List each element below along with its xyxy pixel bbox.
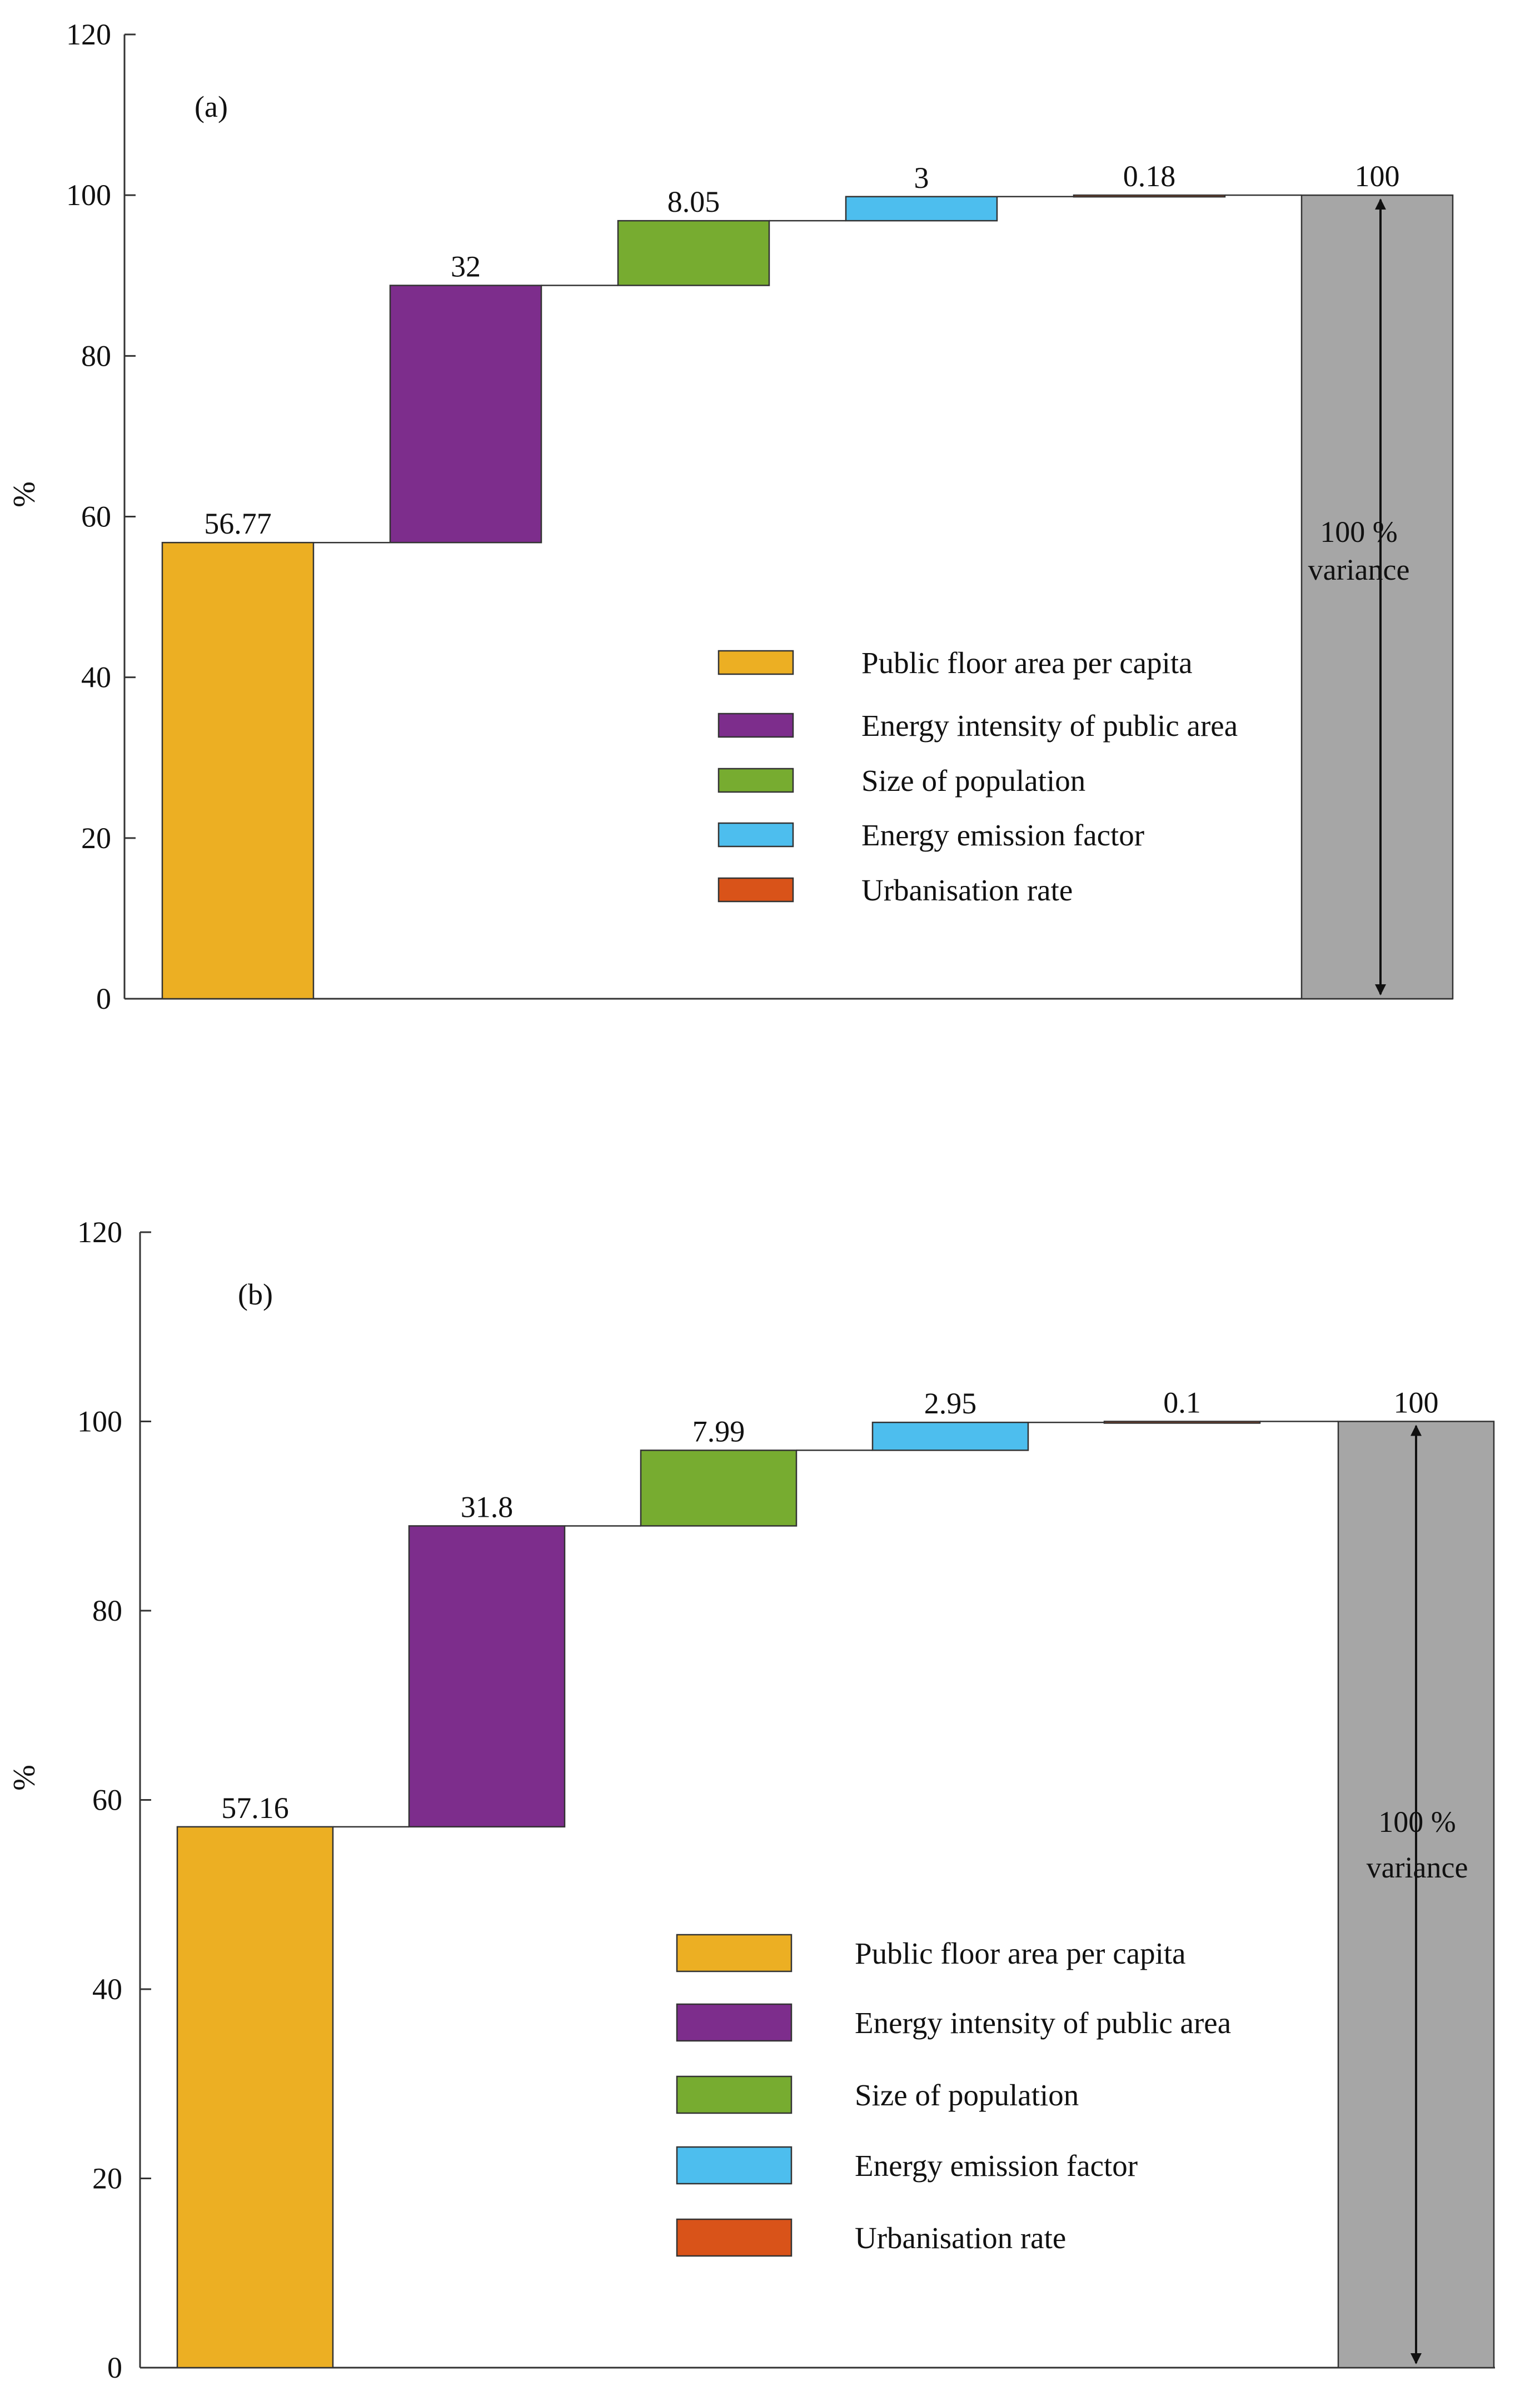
bar-energy-emission-factor (845, 196, 998, 222)
bar-energy-intensity-of-public-area (389, 285, 542, 544)
legend-swatch-urbanisation-rate (717, 877, 794, 903)
bar-public-floor-area-per-capita (161, 541, 315, 1000)
legend-label-energy-intensity-of-public-area: Energy intensity of public area (855, 2006, 1231, 2040)
legend-swatch-urbanisation-rate (676, 2218, 793, 2257)
panel-label: (a) (195, 90, 228, 123)
data-label-energy-emission-factor: 3 (914, 161, 929, 195)
y-axis-label: % (7, 1765, 42, 1791)
data-label-public-floor-area-per-capita: 56.77 (204, 507, 272, 540)
legend-swatch-size-of-population (676, 2075, 793, 2114)
legend-swatch-energy-intensity-of-public-area (676, 2003, 793, 2042)
legend-label-public-floor-area-per-capita: Public floor area per capita (861, 646, 1193, 680)
bar-energy-emission-factor (871, 1421, 1029, 1451)
legend-swatch-public-floor-area-per-capita (676, 1934, 793, 1972)
bar-size-of-population (617, 220, 770, 286)
variance-annotation-line2: variance (1308, 553, 1410, 586)
data-label-urbanisation-rate: 0.18 (1123, 160, 1176, 193)
data-label-public-floor-area-per-capita: 57.16 (221, 1791, 289, 1825)
data-label-size-of-population: 7.99 (692, 1414, 745, 1448)
y-tick-label: 0 (96, 982, 111, 1015)
legend-swatch-public-floor-area-per-capita (717, 650, 794, 675)
y-tick-label: 80 (92, 1594, 122, 1627)
legend-label-energy-emission-factor: Energy emission factor (855, 2149, 1138, 2183)
y-tick-label: 40 (81, 661, 111, 694)
data-label-total: 100 (1394, 1386, 1439, 1419)
bar-public-floor-area-per-capita (176, 1826, 334, 2369)
y-tick-label: 20 (81, 821, 111, 855)
y-tick-label: 100 (66, 178, 111, 212)
chart-panel-b: 0 20 40 60 80 100 120% (b) 57.16 31.8 7.99 2.95 0.1 1… (7, 1216, 1495, 2384)
legend-swatch-energy-intensity-of-public-area (717, 713, 794, 738)
data-label-energy-emission-factor: 2.95 (924, 1387, 977, 1420)
data-label-total: 100 (1355, 160, 1400, 193)
bar-energy-intensity-of-public-area (408, 1525, 566, 1828)
y-tick-label: 40 (92, 1972, 122, 2006)
legend-label-energy-intensity-of-public-area: Energy intensity of public area (861, 709, 1238, 743)
legend-label-size-of-population: Size of population (861, 764, 1085, 798)
variance-annotation-line1: 100 % (1320, 515, 1397, 549)
bar-size-of-population (640, 1449, 798, 1527)
y-tick-label: 100 (77, 1405, 122, 1438)
y-tick-label: 60 (92, 1784, 122, 1817)
bar-total (1300, 194, 1454, 1000)
bar-urbanisation-rate (1103, 1421, 1261, 1424)
y-tick-label: 120 (66, 18, 111, 51)
legend-swatch-size-of-population (717, 768, 794, 793)
legend-label-energy-emission-factor: Energy emission factor (861, 818, 1144, 852)
legend-swatch-energy-emission-factor (676, 2146, 793, 2185)
bar-urbanisation-rate (1073, 194, 1226, 198)
legend-label-urbanisation-rate: Urbanisation rate (861, 873, 1073, 907)
y-tick-label: 0 (107, 2351, 122, 2384)
y-tick-label: 20 (92, 2162, 122, 2195)
y-tick-label: 80 (81, 339, 111, 372)
data-label-energy-intensity-of-public-area: 31.8 (461, 1490, 514, 1523)
legend-label-public-floor-area-per-capita: Public floor area per capita (855, 1936, 1186, 1970)
legend-swatch-energy-emission-factor (717, 822, 794, 848)
data-label-energy-intensity-of-public-area: 32 (451, 250, 481, 283)
variance-annotation-line1: 100 % (1378, 1805, 1456, 1839)
y-tick-label: 120 (77, 1216, 122, 1249)
y-tick-label: 60 (81, 500, 111, 534)
data-label-urbanisation-rate: 0.1 (1163, 1386, 1201, 1419)
panel-label: (b) (238, 1278, 273, 1311)
legend-label-urbanisation-rate: Urbanisation rate (855, 2221, 1066, 2255)
y-axis-label: % (7, 481, 42, 507)
data-label-size-of-population: 8.05 (667, 185, 720, 218)
legend-label-size-of-population: Size of population (855, 2078, 1079, 2112)
variance-annotation-line2: variance (1367, 1851, 1468, 1884)
chart-panel-a: 0 20 40 60 80 100 120% (a) 56.77 32 8.05 3 0.18 100 10… (7, 18, 1454, 1015)
